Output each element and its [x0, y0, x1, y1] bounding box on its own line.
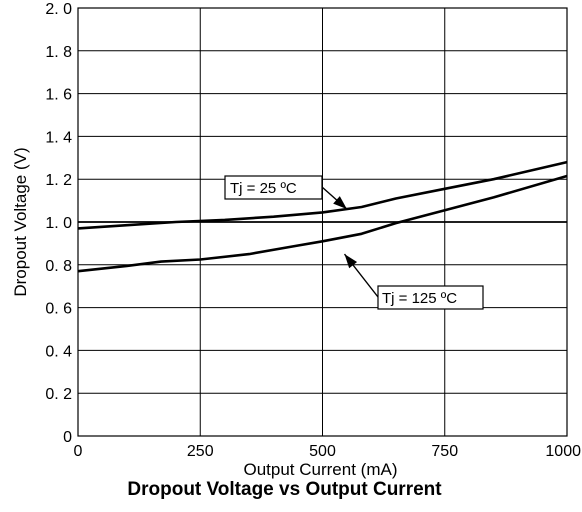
y-tick-label: 1. 0 [45, 215, 72, 232]
annotation-label: Tj = 125 ºC [382, 290, 457, 307]
series-line-tj-25c [77, 160, 568, 230]
x-tick-label: 0 [74, 443, 83, 460]
y-tick-label: 1. 8 [45, 44, 72, 61]
y-tick-label: 2. 0 [45, 1, 72, 18]
y-axis-label: Dropout Voltage (V) [11, 147, 30, 296]
x-tick-label: 750 [431, 443, 458, 460]
y-tick-label: 1. 6 [45, 87, 72, 104]
x-tick-label: 250 [187, 443, 214, 460]
annotation-label: Tj = 25 ºC [230, 180, 297, 197]
x-tick-label: 500 [309, 443, 336, 460]
x-axis-label: Output Current (mA) [244, 460, 398, 479]
y-tick-label: 0. 6 [45, 301, 72, 318]
y-tick-labels: 0 0. 2 0. 4 0. 6 0. 8 1. 0 1. 2 1. 4 1. 6 1. 8 2. … [45, 1, 72, 446]
y-tick-label: 0. 4 [45, 343, 72, 360]
grid [77, 7, 568, 437]
annotation-arrow-head [344, 254, 358, 269]
series-line-tj-125c [77, 174, 568, 273]
y-tick-label: 0. 2 [45, 386, 72, 403]
x-tick-label: 1000 [545, 443, 581, 460]
annotations: Tj = 25 ºC Tj = 125 ºC [224, 175, 484, 310]
plot-frame [77, 7, 568, 437]
y-tick-label: 1. 4 [45, 129, 72, 146]
x-tick-labels: 0 250 500 750 1000 [74, 443, 582, 460]
annotation-box [224, 175, 323, 200]
chart-title: Dropout Voltage vs Output Current [127, 479, 442, 500]
annotation-tj-25c: Tj = 25 ºC [224, 175, 348, 210]
y-tick-label: 1. 2 [45, 172, 72, 189]
y-tick-label: 0. 8 [45, 258, 72, 275]
annotation-tj-125c: Tj = 125 ºC [343, 253, 484, 310]
y-tick-label: 0 [63, 429, 72, 446]
annotation-arrow-head [333, 196, 347, 210]
series-lines [77, 160, 568, 273]
annotation-box [377, 285, 484, 310]
